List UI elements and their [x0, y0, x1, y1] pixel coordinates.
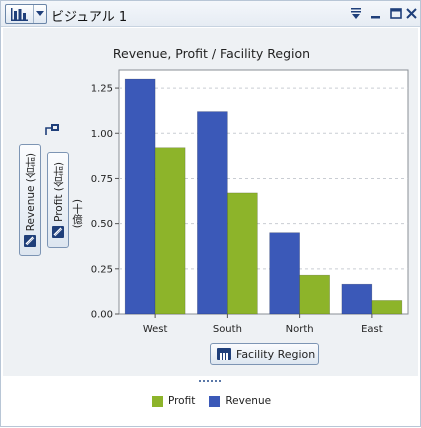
- y-tick-label: 0.75: [91, 174, 113, 185]
- chevron-down-icon: [36, 11, 44, 16]
- category-icon: [217, 348, 231, 360]
- bar-revenue-south: [197, 111, 228, 315]
- legend-swatch-profit: [151, 395, 163, 407]
- legend-resize-handle[interactable]: [199, 380, 221, 383]
- legend-item-profit: Profit: [151, 395, 196, 407]
- y-tick-label: 0.50: [91, 219, 113, 230]
- y-tick-label: 0.00: [91, 310, 113, 321]
- legend-label-profit: Profit: [167, 395, 196, 407]
- y-tick-label: 0.25: [91, 264, 113, 275]
- y-tick-label: 1.25: [91, 84, 113, 95]
- y-tick-label: 1.00: [91, 129, 113, 140]
- bar-chart-icon: [11, 8, 28, 21]
- minimize-icon[interactable]: [369, 7, 383, 21]
- bar-revenue-west: [124, 78, 156, 315]
- bar-profit-south: [227, 192, 258, 315]
- bar-revenue-east: [341, 283, 373, 315]
- chart-title: Revenue, Profit / Facility Region: [112, 46, 311, 61]
- measure-icon: [24, 235, 36, 248]
- legend: Profit Revenue: [1, 393, 421, 409]
- window-title: ビジュアル 1: [51, 10, 128, 25]
- bar-profit-east: [371, 300, 403, 315]
- measure-icon: [52, 225, 64, 238]
- legend-item-revenue: Revenue: [209, 395, 271, 407]
- y-role-revenue-button[interactable]: Revenue (合計): [19, 144, 41, 256]
- chart-type-icon-area: [6, 5, 34, 23]
- filter-menu-icon[interactable]: [349, 7, 363, 21]
- x-tick-label: East: [361, 324, 383, 335]
- title-bar: ビジュアル 1: [1, 1, 420, 27]
- y-axis-unit-label: (十億): [71, 199, 83, 229]
- x-role-label: Facility Region: [236, 347, 316, 361]
- x-tick-label: South: [213, 324, 242, 335]
- bar-profit-north: [299, 274, 330, 315]
- maximize-icon[interactable]: [389, 7, 403, 21]
- y-role-profit-button[interactable]: Profit (合計): [47, 152, 69, 248]
- legend-label-revenue: Revenue: [225, 395, 272, 407]
- bar-profit-west: [154, 147, 186, 315]
- x-tick-label: North: [286, 324, 314, 335]
- close-icon[interactable]: [405, 7, 419, 21]
- x-role-button[interactable]: Facility Region: [210, 343, 319, 365]
- bar-revenue-north: [269, 232, 300, 315]
- chart-type-button[interactable]: [5, 4, 47, 24]
- axis-link-icon[interactable]: [45, 123, 61, 137]
- x-tick-label: West: [143, 324, 168, 335]
- legend-swatch-revenue: [209, 395, 221, 407]
